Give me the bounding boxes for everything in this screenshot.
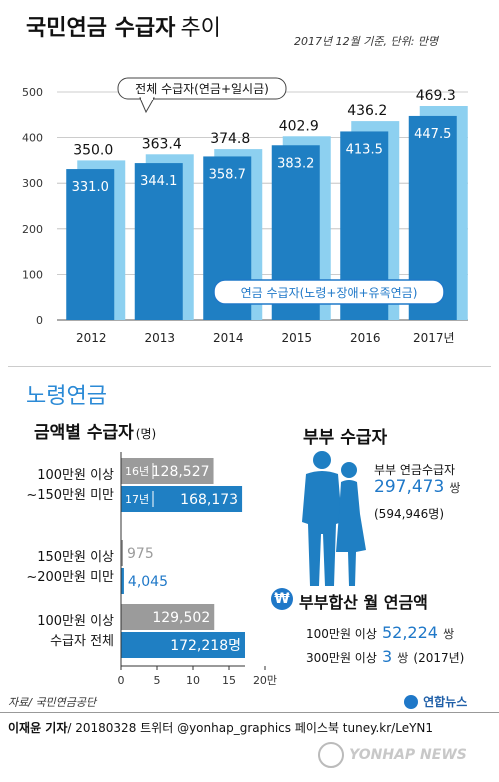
combined-title: 부부합산 월 연금액	[299, 593, 428, 612]
chart-title-main: 국민연금 수급자	[26, 16, 176, 41]
watermark: YONHAP NEWS	[318, 742, 467, 768]
credit-name: 이재윤 기자	[8, 721, 68, 735]
bar-pension-value: 383.2	[277, 156, 314, 171]
series-tag: 16년	[125, 465, 149, 478]
bar-value-label: 128,527	[152, 464, 210, 480]
section-divider	[8, 366, 491, 367]
x-tick-label: 2015	[281, 331, 312, 345]
won-icon: ₩	[271, 588, 293, 610]
bar-pension-value: 447.5	[414, 127, 451, 142]
callout-total-text: 전체 수급자(연금+일시금)	[135, 82, 269, 96]
combined-row-label: 300만원 이상	[306, 651, 377, 665]
combined-row-value: 52,224	[381, 623, 438, 642]
bar-value-label: 129,502	[152, 610, 210, 626]
won-symbol: ₩	[274, 591, 290, 607]
x-tick-label: 20만	[253, 674, 277, 687]
callout-total-box	[117, 77, 287, 100]
y-tick-label: 400	[22, 132, 43, 145]
chart-title: 국민연금 수급자 추이	[26, 10, 221, 42]
annual-recipients-chart: 350.0 331.0 363.4 344.1 374.8 358.7 402.9 383.2…	[22, 77, 468, 345]
section-subtitle-main: 금액별 수급자	[34, 423, 134, 443]
bar-total-value: 436.2	[347, 103, 387, 119]
bar-2017	[121, 486, 243, 512]
bar-2016	[121, 604, 215, 630]
combined-row-extra: (2017년)	[413, 651, 465, 665]
chart-title-sub: 추이	[180, 16, 221, 41]
callout-pension-text: 연금 수급자(노령+장애+유족연금)	[241, 286, 418, 300]
yonhap-logo: 연합뉴스	[404, 691, 467, 710]
x-tick-label: 2014	[213, 331, 244, 345]
bar-pension	[134, 163, 183, 320]
x-tick-label: 0	[118, 674, 125, 687]
combined-row: 100만원 이상 52,224 쌍	[306, 623, 454, 642]
bar-total-value: 350.0	[73, 142, 113, 158]
series-tag: 17년	[125, 493, 149, 506]
category-label: 수급자 전체	[50, 634, 114, 649]
combined-row-label: 100만원 이상	[306, 627, 377, 641]
x-tick-label: 2012	[76, 331, 107, 345]
x-tick-label: 2017년	[413, 331, 455, 345]
footer-divider	[0, 712, 499, 713]
x-tick-label: 15	[222, 674, 236, 687]
bar-total-value: 374.8	[210, 131, 250, 147]
combined-row-unit: 쌍	[397, 651, 409, 665]
bar-pension-value: 344.1	[140, 174, 177, 189]
callout-total-pointer-mask	[141, 97, 153, 100]
watermark-icon	[318, 742, 344, 768]
section-subtitle-unit: (명)	[135, 427, 157, 441]
yonhap-logo-icon	[404, 694, 418, 709]
x-tick-label: 2013	[144, 331, 175, 345]
bar-value-label: 172,218명	[170, 638, 241, 654]
credit-line: 이재윤 기자/ 20180328 트위터 @yonhap_graphics 페이…	[8, 719, 433, 736]
x-tick-label: 5	[154, 674, 161, 687]
couple-people: (594,946명)	[374, 507, 445, 521]
bar-2017	[121, 568, 124, 594]
combined-row-value: 3	[381, 647, 393, 666]
bar-2017	[121, 632, 245, 658]
section-subtitle: 금액별 수급자 (명)	[34, 418, 156, 443]
bar-pension	[66, 169, 115, 320]
couple-value: 297,473	[374, 477, 445, 497]
bar-value-label: 975	[127, 546, 154, 562]
couple-count: 297,473 쌍	[374, 477, 460, 497]
callout-pension-box	[213, 279, 445, 305]
bar-2016	[121, 540, 123, 566]
bar-pension-value: 358.7	[209, 167, 246, 182]
callout-total-pointer	[139, 97, 155, 114]
y-tick-label: 100	[22, 268, 43, 281]
y-tick-label: 300	[22, 177, 43, 190]
category-label: ~200만원 미만	[26, 570, 114, 585]
unit-note: 2017년 12월 기준, 단위: 만명	[294, 35, 439, 48]
section-title: 노령연금	[26, 384, 107, 409]
couple-unit: 쌍	[449, 481, 461, 495]
bar-total-value: 469.3	[416, 88, 456, 104]
x-tick-label: 2016	[350, 331, 381, 345]
couple-label: 부부 연금수급자	[374, 463, 456, 477]
y-tick-label: 500	[22, 86, 43, 99]
bar-total-value: 402.9	[279, 118, 319, 134]
category-label: 150만원 이상	[37, 550, 114, 565]
category-label: ~150만원 미만	[26, 488, 114, 503]
x-tick-label: 10	[186, 674, 200, 687]
bar-2016	[121, 458, 214, 484]
bar-total-value: 363.4	[142, 136, 182, 152]
combined-row: 300만원 이상 3 쌍 (2017년)	[306, 647, 464, 666]
category-label: 100만원 이상	[37, 614, 114, 629]
combined-row-unit: 쌍	[443, 627, 455, 641]
bar-pension-value: 413.5	[346, 142, 383, 157]
watermark-text: YONHAP NEWS	[349, 747, 467, 763]
bar-pension-value: 331.0	[72, 180, 109, 195]
couple-silhouette-icon	[302, 451, 366, 586]
credit-rest: / 20180328 트위터 @yonhap_graphics 페이스북 tun…	[67, 721, 434, 735]
bar-value-label: 168,173	[180, 492, 238, 508]
y-tick-label: 200	[22, 223, 43, 236]
couple-title: 부부 수급자	[303, 428, 388, 448]
yonhap-logo-text: 연합뉴스	[423, 695, 468, 709]
y-tick-label: 0	[36, 314, 43, 327]
bar-value-label: 4,045	[128, 574, 168, 590]
category-label: 100만원 이상	[37, 468, 114, 483]
source-note: 자료/ 국민연금공단	[8, 696, 97, 709]
